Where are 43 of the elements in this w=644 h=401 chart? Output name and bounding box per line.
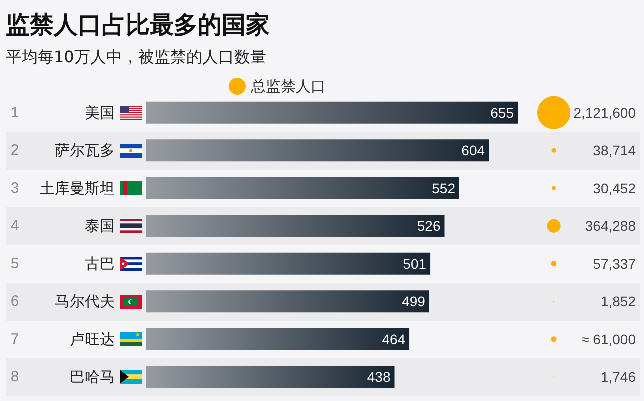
text: 4: [10, 218, 20, 235]
text: 6: [10, 293, 20, 310]
data-label: 1,852: [600, 294, 636, 310]
data-label: 552: [432, 180, 456, 196]
y-tick-label: 泰国: [85, 217, 115, 236]
bar: [146, 102, 518, 124]
y-tick-label: 美国: [85, 104, 115, 122]
text: 3: [10, 180, 20, 197]
legend-label: 总监禁人口: [250, 78, 326, 96]
text: 5: [10, 255, 20, 272]
data-label: 438: [367, 369, 391, 386]
bar: [146, 140, 490, 162]
bar: [146, 290, 430, 313]
data-label: 501: [403, 256, 427, 272]
y-tick-label: 马尔代夫: [55, 292, 115, 311]
bar: [146, 328, 410, 350]
data-label: 2,121,600: [574, 104, 636, 121]
chart-title: 监禁人口占比最多的国家: [6, 11, 270, 39]
text: 2: [10, 142, 20, 160]
y-tick-label: 土库曼斯坦: [40, 179, 115, 198]
data-label: 1,746: [600, 369, 636, 386]
bar: [146, 366, 395, 388]
data-label: 464: [382, 331, 406, 348]
text: 7: [10, 330, 20, 348]
data-label: 364,288: [585, 218, 636, 234]
data-label: 499: [402, 294, 426, 310]
text: 1: [10, 104, 20, 122]
data-label: 30,452: [593, 180, 636, 196]
data-label: 655: [490, 104, 514, 121]
data-label: ≈ 61,000: [582, 331, 636, 348]
y-tick-label: 萨尔瓦多: [55, 142, 115, 160]
y-tick-label: 巴哈马: [70, 368, 115, 386]
bar: [146, 215, 445, 238]
chart-subtitle: 平均每10万人中，被监禁的人口数量: [6, 48, 266, 66]
text: 8: [10, 368, 20, 386]
data-label: 604: [462, 142, 486, 159]
data-label: 57,337: [593, 256, 636, 272]
bar: [146, 252, 431, 275]
data-label: 38,714: [593, 142, 636, 159]
y-tick-label: 古巴: [85, 254, 115, 273]
y-tick-label: 卢旺达: [70, 330, 115, 348]
bar: [146, 177, 460, 200]
data-label: 526: [417, 218, 441, 234]
